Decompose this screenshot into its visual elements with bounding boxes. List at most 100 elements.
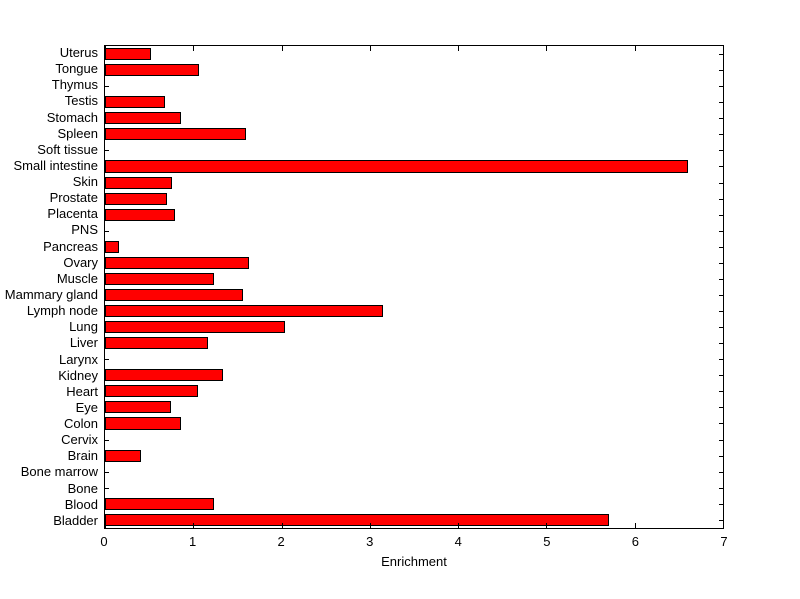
bar-testis	[105, 96, 166, 109]
y-tick-mark-right	[719, 70, 723, 72]
x-tick-label: 5	[543, 534, 551, 549]
bar-row	[105, 512, 723, 528]
bar-row	[105, 319, 723, 335]
y-tick-mark-right	[719, 439, 723, 441]
x-tick-mark	[458, 46, 460, 51]
x-tick-mark	[105, 523, 106, 528]
x-axis-title: Enrichment	[381, 554, 447, 569]
y-tick-mark-right	[719, 182, 723, 184]
y-tick-mark-right	[719, 214, 723, 216]
plot-area	[104, 45, 724, 529]
bar-placenta	[105, 208, 175, 221]
x-tick-label: 0	[100, 534, 108, 549]
x-tick-mark	[281, 46, 283, 51]
y-tick-label: Placenta	[47, 206, 98, 222]
bar-row	[105, 207, 723, 223]
bar-row	[105, 351, 723, 367]
y-tick-mark-left	[105, 150, 109, 152]
bar-row	[105, 239, 723, 255]
bar-lymph-node	[105, 305, 384, 318]
y-tick-mark-right	[719, 294, 723, 296]
x-tick-mark	[105, 46, 106, 51]
x-tick-mark	[723, 46, 724, 51]
bar-lung	[105, 321, 286, 334]
bar-row	[105, 46, 723, 62]
y-tick-label: Mammary gland	[4, 287, 98, 302]
bar-row	[105, 367, 723, 383]
y-tick-mark-right	[719, 166, 723, 168]
y-tick-label: Cervix	[61, 432, 98, 448]
x-tick-label: 3	[366, 534, 374, 549]
y-tick-label: Soft tissue	[37, 141, 98, 157]
bar-bladder	[105, 513, 610, 526]
y-tick-label: Lung	[69, 319, 98, 335]
x-tick-mark	[193, 46, 195, 51]
x-tick-mark	[546, 46, 548, 51]
y-tick-label: Spleen	[57, 125, 98, 141]
bar-skin	[105, 176, 173, 189]
y-tick-label: Bladder	[53, 512, 98, 528]
bar-kidney	[105, 369, 224, 382]
x-tick-label: 7	[720, 534, 728, 549]
y-tick-mark-right	[719, 375, 723, 377]
bar-liver	[105, 337, 209, 350]
y-tick-mark-right	[719, 471, 723, 473]
x-tick-label: 2	[277, 534, 285, 549]
y-tick-label: Bone marrow	[20, 464, 98, 480]
bar-row	[105, 448, 723, 464]
bar-row	[105, 383, 723, 399]
bar-row	[105, 464, 723, 480]
y-axis-labels: Uterus Tongue Thymus Testis Stomach Spleen Sof…	[0, 45, 98, 529]
x-axis-tick-labels: 0 1 2 3 4 5 6 7	[100, 534, 728, 552]
bar-row	[105, 142, 723, 158]
bar-row	[105, 62, 723, 78]
y-tick-mark-right	[719, 519, 723, 521]
bar-mammary-gland	[105, 288, 243, 301]
y-tick-mark-left	[105, 487, 109, 489]
y-tick-label: Uterus	[59, 45, 98, 60]
y-tick-label: Ovary	[63, 254, 98, 270]
bar-row	[105, 399, 723, 415]
y-tick-mark-right	[719, 503, 723, 505]
bar-small-intestine	[105, 160, 688, 173]
y-tick-mark-right	[719, 359, 723, 361]
y-tick-mark-right	[719, 230, 723, 232]
x-tick-mark	[369, 46, 371, 51]
x-tick-mark	[369, 523, 371, 528]
y-tick-label: Lymph node	[26, 303, 98, 319]
bar-colon	[105, 417, 181, 430]
y-tick-mark-left	[105, 86, 109, 88]
y-tick-label: Liver	[69, 335, 98, 351]
x-tick-mark	[281, 523, 283, 528]
y-tick-mark-right	[719, 86, 723, 88]
y-tick-label: Tongue	[55, 61, 98, 77]
bar-row	[105, 335, 723, 351]
y-tick-label: Eye	[75, 399, 98, 415]
y-tick-label: Brain	[67, 448, 98, 464]
x-tick-mark	[193, 523, 195, 528]
bar-eye	[105, 401, 172, 414]
x-tick-label: 4	[454, 534, 462, 549]
y-tick-label: Pancreas	[43, 238, 98, 254]
y-tick-mark-left	[105, 230, 109, 232]
bar-blood	[105, 497, 214, 510]
bar-row	[105, 158, 723, 174]
bar-ovary	[105, 256, 249, 269]
y-tick-mark-right	[719, 423, 723, 425]
bar-row	[105, 255, 723, 271]
y-tick-mark-right	[719, 343, 723, 345]
y-tick-mark-right	[719, 150, 723, 152]
bar-stomach	[105, 112, 181, 125]
bar-row	[105, 175, 723, 191]
y-tick-mark-right	[719, 198, 723, 200]
bar-row	[105, 432, 723, 448]
y-tick-mark-right	[719, 262, 723, 264]
bar-row	[105, 78, 723, 94]
bar-row	[105, 223, 723, 239]
x-tick-mark	[723, 523, 724, 528]
y-tick-mark-left	[105, 359, 109, 361]
y-tick-mark-right	[719, 102, 723, 104]
bar-brain	[105, 449, 142, 462]
bar-spleen	[105, 128, 247, 141]
y-tick-label: Heart	[66, 383, 98, 399]
